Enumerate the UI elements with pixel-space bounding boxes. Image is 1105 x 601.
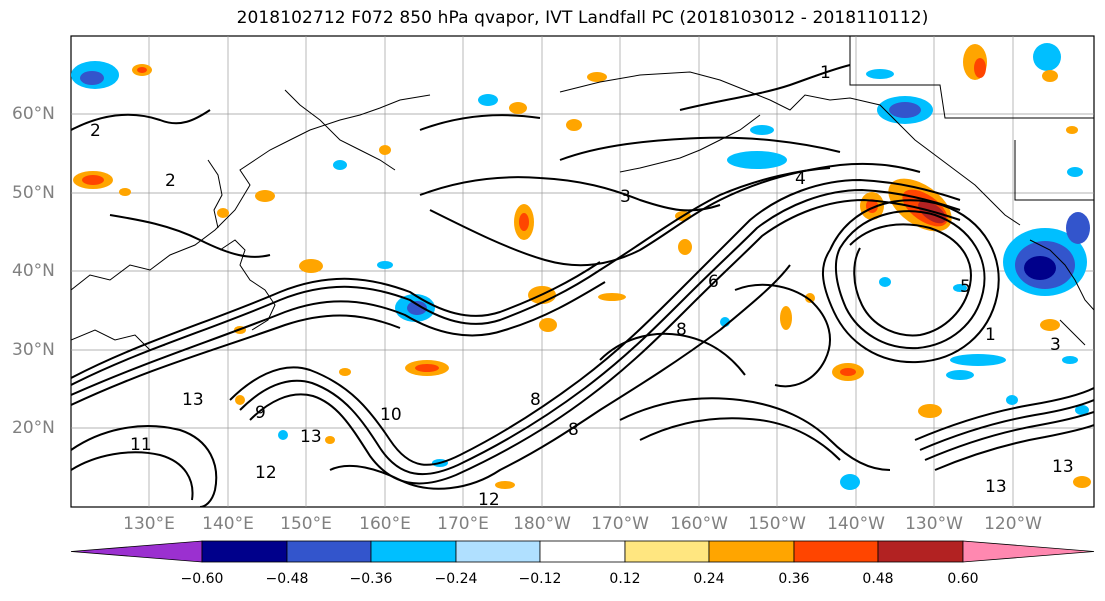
colorbar-segment [455,540,541,563]
colorbar-segment [708,540,795,563]
contour-label: 5 [960,277,971,297]
colorbar-tick: −0.48 [265,571,309,587]
colorbar [70,540,1095,563]
contour-label: 13 [300,427,322,447]
contour-label: 3 [1050,335,1061,355]
contour-label: 8 [530,390,541,410]
colorbar-segment [624,540,710,563]
lon-label: 150°W [748,514,806,534]
contour-label: 1 [820,63,831,83]
lon-label: 130°W [905,514,963,534]
contour-label: 3 [620,187,631,207]
colorbar-tick: 0.24 [693,571,725,587]
contour-label: 2 [165,171,176,191]
colorbar-segment [877,540,964,563]
colorbar-segment [70,540,203,563]
lat-label: 50°N [12,183,55,203]
contour-label: 13 [985,477,1007,497]
colorbar-tick: −0.12 [518,571,562,587]
contour-label: 2 [90,121,101,141]
contour-label: 8 [676,320,687,340]
lon-label: 150°E [280,514,332,534]
lon-label: 140°E [202,514,254,534]
lon-label: 160°W [670,514,728,534]
contour-label: 1 [985,325,996,345]
colorbar-tick: 0.12 [609,571,641,587]
colorbar-segment [286,540,372,563]
ivt-contours [71,64,1094,507]
colorbar-tick: 0.36 [778,571,810,587]
lat-label: 60°N [12,104,55,124]
colorbar-tick: −0.24 [434,571,478,587]
colorbar-segment [370,540,457,563]
lat-label: 20°N [12,418,55,438]
lon-label: 130°E [123,514,175,534]
contour-label: 11 [130,435,152,455]
map-frame [70,35,1095,508]
lon-label: 170°W [591,514,649,534]
contour-label: 12 [478,490,500,510]
colorbar-segment [793,540,879,563]
coastlines [71,36,1094,351]
colorbar-segment [539,540,626,563]
lon-label: 170°E [437,514,489,534]
map-title: 2018102712 F072 850 hPa qvapor, IVT Land… [236,8,929,28]
qvapor-anomaly-fill [71,43,1091,490]
colorbar-tick: −0.60 [180,571,224,587]
contour-label: 13 [1052,457,1074,477]
lat-label: 30°N [12,340,55,360]
contour-label: 9 [255,403,266,423]
colorbar-tick: 0.60 [947,571,979,587]
contour-label: 4 [795,169,806,189]
contour-label: 12 [255,463,277,483]
lon-label: 160°E [359,514,411,534]
contour-label: 8 [568,420,579,440]
contour-label: 6 [708,272,719,292]
colorbar-segment [962,540,1095,563]
contour-label: 10 [380,405,402,425]
contour-label: 13 [182,390,204,410]
colorbar-segment [201,540,288,563]
contour-labels: 1 1 2 2 3 3 4 5 6 8 8 8 9 10 11 12 12 13… [90,63,1074,510]
lon-label: 140°W [827,514,885,534]
colorbar-tick: −0.36 [349,571,393,587]
lon-label: 120°W [984,514,1042,534]
colorbar-tick: 0.48 [862,571,894,587]
lon-label: 180°W [513,514,571,534]
lat-label: 40°N [12,261,55,281]
